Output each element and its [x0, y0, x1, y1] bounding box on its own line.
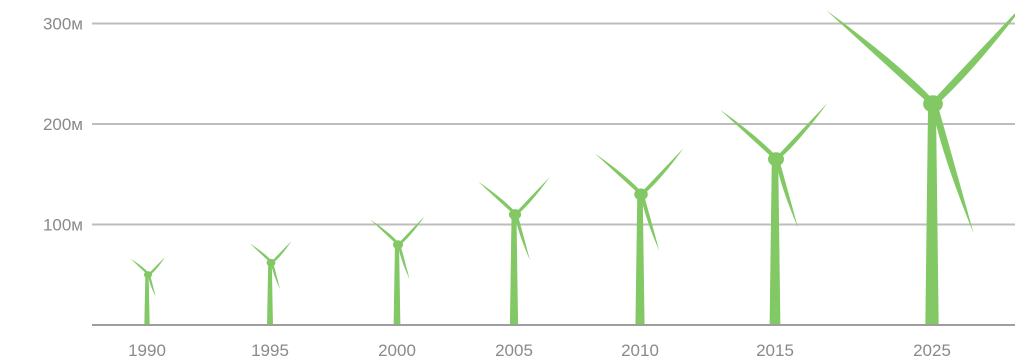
y-tick-label: 100м — [43, 216, 83, 235]
turbine-blade — [775, 103, 828, 161]
turbine-blade — [640, 148, 684, 196]
turbine-blade — [720, 109, 778, 161]
x-tick-label: 1995 — [251, 341, 289, 360]
turbine-2005 — [478, 177, 550, 325]
turbine-blade — [250, 243, 273, 264]
turbine-blade — [370, 219, 400, 246]
turbine-blade — [826, 10, 936, 107]
turbine-blade — [271, 262, 281, 290]
x-tick-label: 2005 — [495, 341, 533, 360]
gridlines — [92, 22, 1015, 226]
turbines — [130, 10, 1015, 326]
turbine-blade — [130, 258, 150, 276]
turbine-2015 — [720, 103, 828, 325]
turbine-blade — [398, 216, 425, 246]
turbine-blade — [398, 244, 410, 280]
turbine-2000 — [370, 216, 425, 325]
turbine-blade — [931, 13, 1015, 106]
y-tick-labels: 100м 200м 300м — [43, 15, 83, 235]
y-tick-label: 300м — [43, 15, 83, 34]
turbine-blade — [775, 158, 798, 228]
turbine-blade — [514, 214, 530, 261]
turbine-blade — [478, 181, 517, 216]
turbine-2025 — [826, 10, 1015, 326]
turbine-blade — [148, 256, 166, 276]
x-tick-label: 1990 — [128, 341, 166, 360]
x-tick-label: 2000 — [378, 341, 416, 360]
x-tick-label: 2010 — [621, 341, 659, 360]
turbine-tower — [769, 161, 781, 325]
turbine-tower — [635, 196, 645, 325]
turbine-blade — [640, 193, 660, 251]
turbine-blade — [148, 274, 156, 297]
turbine-tower — [267, 264, 273, 325]
x-tick-label: 2015 — [756, 341, 794, 360]
turbine-tower — [144, 276, 150, 325]
x-tick-labels: 1990 1995 2000 2005 2010 2015 2025 — [128, 341, 951, 360]
turbine-blade — [271, 241, 292, 264]
turbine-tower — [393, 246, 401, 325]
turbine-tower — [925, 105, 939, 326]
turbine-blade — [514, 177, 550, 216]
turbine-1995 — [250, 241, 292, 325]
turbine-blade — [931, 102, 974, 234]
y-tick-label: 200м — [43, 115, 83, 134]
x-tick-label: 2025 — [913, 341, 951, 360]
turbine-tower — [509, 216, 519, 325]
turbine-2010 — [594, 148, 684, 325]
turbine-1990 — [130, 256, 166, 325]
turbine-blade — [594, 153, 643, 196]
